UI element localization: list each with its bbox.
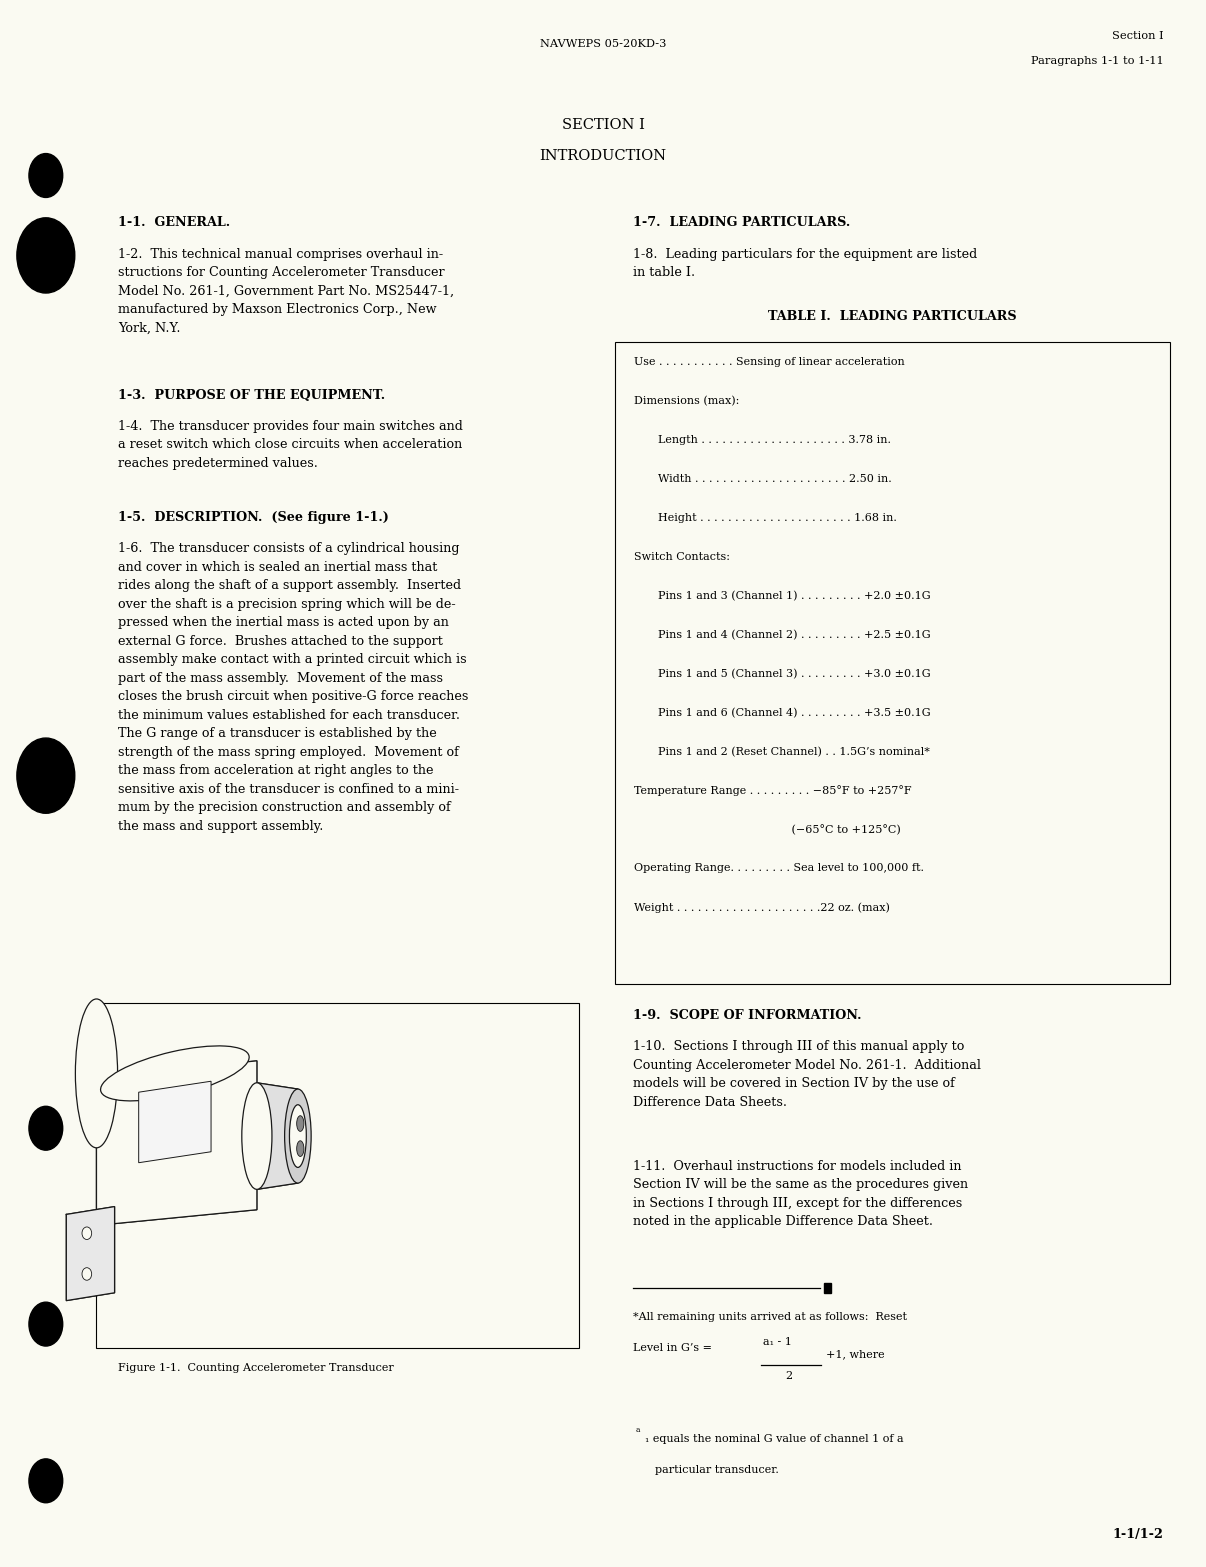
Text: NAVWEPS 05-20KD-3: NAVWEPS 05-20KD-3: [540, 39, 666, 49]
Text: a₁ - 1: a₁ - 1: [763, 1337, 792, 1346]
Bar: [615, 342, 1170, 984]
Text: *All remaining units arrived at as follows:  Reset: *All remaining units arrived at as follo…: [633, 1312, 907, 1321]
Circle shape: [17, 738, 75, 813]
Ellipse shape: [75, 1000, 118, 1147]
Polygon shape: [96, 1061, 257, 1225]
Text: (−65°C to +125°C): (−65°C to +125°C): [634, 824, 901, 835]
Text: 1-8.  Leading particulars for the equipment are listed
in table I.: 1-8. Leading particulars for the equipme…: [633, 248, 977, 279]
Ellipse shape: [241, 1083, 271, 1189]
Text: TABLE I.  LEADING PARTICULARS: TABLE I. LEADING PARTICULARS: [768, 310, 1017, 323]
Polygon shape: [66, 1207, 115, 1301]
Ellipse shape: [82, 1227, 92, 1239]
Text: 2: 2: [785, 1371, 792, 1381]
Bar: [96, 1003, 579, 1348]
Text: 1-7.  LEADING PARTICULARS.: 1-7. LEADING PARTICULARS.: [633, 216, 850, 229]
Ellipse shape: [100, 1045, 250, 1102]
Ellipse shape: [289, 1105, 306, 1167]
Text: Figure 1-1.  Counting Accelerometer Transducer: Figure 1-1. Counting Accelerometer Trans…: [118, 1363, 394, 1373]
Bar: [824, 1283, 831, 1293]
Text: Pins 1 and 5 (Channel 3) . . . . . . . . . +3.0 ±0.1G: Pins 1 and 5 (Channel 3) . . . . . . . .…: [651, 669, 931, 679]
Text: a: a: [636, 1426, 640, 1434]
Text: Dimensions (max):: Dimensions (max):: [634, 396, 739, 406]
Ellipse shape: [297, 1141, 304, 1156]
Text: Pins 1 and 2 (Reset Channel) . . 1.5G’s nominal*: Pins 1 and 2 (Reset Channel) . . 1.5G’s …: [651, 746, 930, 757]
Text: particular transducer.: particular transducer.: [655, 1465, 779, 1475]
Text: 1-3.  PURPOSE OF THE EQUIPMENT.: 1-3. PURPOSE OF THE EQUIPMENT.: [118, 389, 385, 401]
Text: Width . . . . . . . . . . . . . . . . . . . . . . 2.50 in.: Width . . . . . . . . . . . . . . . . . …: [651, 475, 892, 484]
Text: 1-11.  Overhaul instructions for models included in
Section IV will be the same : 1-11. Overhaul instructions for models i…: [633, 1160, 968, 1229]
Text: Level in G’s =: Level in G’s =: [633, 1343, 715, 1352]
Text: Length . . . . . . . . . . . . . . . . . . . . . 3.78 in.: Length . . . . . . . . . . . . . . . . .…: [651, 436, 891, 445]
Ellipse shape: [297, 1116, 304, 1131]
Text: Temperature Range . . . . . . . . . −85°F to +257°F: Temperature Range . . . . . . . . . −85°…: [634, 785, 912, 796]
Circle shape: [29, 1302, 63, 1346]
Text: Section I: Section I: [1112, 31, 1164, 41]
Text: 1-1/1-2: 1-1/1-2: [1113, 1528, 1164, 1540]
Circle shape: [29, 1106, 63, 1150]
Circle shape: [17, 218, 75, 293]
Text: Pins 1 and 6 (Channel 4) . . . . . . . . . +3.5 ±0.1G: Pins 1 and 6 (Channel 4) . . . . . . . .…: [651, 708, 931, 718]
Text: 1-1.  GENERAL.: 1-1. GENERAL.: [118, 216, 230, 229]
Text: 1-4.  The transducer provides four main switches and
a reset switch which close : 1-4. The transducer provides four main s…: [118, 420, 463, 470]
Text: INTRODUCTION: INTRODUCTION: [539, 149, 667, 163]
Text: 1-9.  SCOPE OF INFORMATION.: 1-9. SCOPE OF INFORMATION.: [633, 1009, 861, 1022]
Text: Use . . . . . . . . . . . Sensing of linear acceleration: Use . . . . . . . . . . . Sensing of lin…: [634, 357, 906, 367]
Polygon shape: [257, 1083, 298, 1189]
Text: 1-2.  This technical manual comprises overhaul in-
structions for Counting Accel: 1-2. This technical manual comprises ove…: [118, 248, 455, 335]
Text: ₁ equals the nominal G value of channel 1 of a: ₁ equals the nominal G value of channel …: [645, 1434, 903, 1443]
Ellipse shape: [285, 1089, 311, 1183]
Polygon shape: [139, 1081, 211, 1163]
Circle shape: [29, 154, 63, 197]
Text: 1-5.  DESCRIPTION.  (See figure 1-1.): 1-5. DESCRIPTION. (See figure 1-1.): [118, 511, 390, 523]
Text: Weight . . . . . . . . . . . . . . . . . . . . .22 oz. (max): Weight . . . . . . . . . . . . . . . . .…: [634, 903, 890, 914]
Text: Operating Range. . . . . . . . . Sea level to 100,000 ft.: Operating Range. . . . . . . . . Sea lev…: [634, 863, 924, 873]
Text: Pins 1 and 4 (Channel 2) . . . . . . . . . +2.5 ±0.1G: Pins 1 and 4 (Channel 2) . . . . . . . .…: [651, 630, 931, 641]
Text: 1-10.  Sections I through III of this manual apply to
Counting Accelerometer Mod: 1-10. Sections I through III of this man…: [633, 1040, 982, 1109]
Text: +1, where: +1, where: [826, 1349, 885, 1359]
Text: SECTION I: SECTION I: [562, 118, 644, 132]
Text: Height . . . . . . . . . . . . . . . . . . . . . . 1.68 in.: Height . . . . . . . . . . . . . . . . .…: [651, 512, 897, 523]
Ellipse shape: [82, 1268, 92, 1280]
Text: 1-6.  The transducer consists of a cylindrical housing
and cover in which is sea: 1-6. The transducer consists of a cylind…: [118, 542, 469, 832]
Circle shape: [29, 1459, 63, 1503]
Text: Switch Contacts:: Switch Contacts:: [634, 552, 731, 563]
Text: Pins 1 and 3 (Channel 1) . . . . . . . . . +2.0 ±0.1G: Pins 1 and 3 (Channel 1) . . . . . . . .…: [651, 591, 931, 602]
Text: Paragraphs 1-1 to 1-11: Paragraphs 1-1 to 1-11: [1031, 56, 1164, 66]
